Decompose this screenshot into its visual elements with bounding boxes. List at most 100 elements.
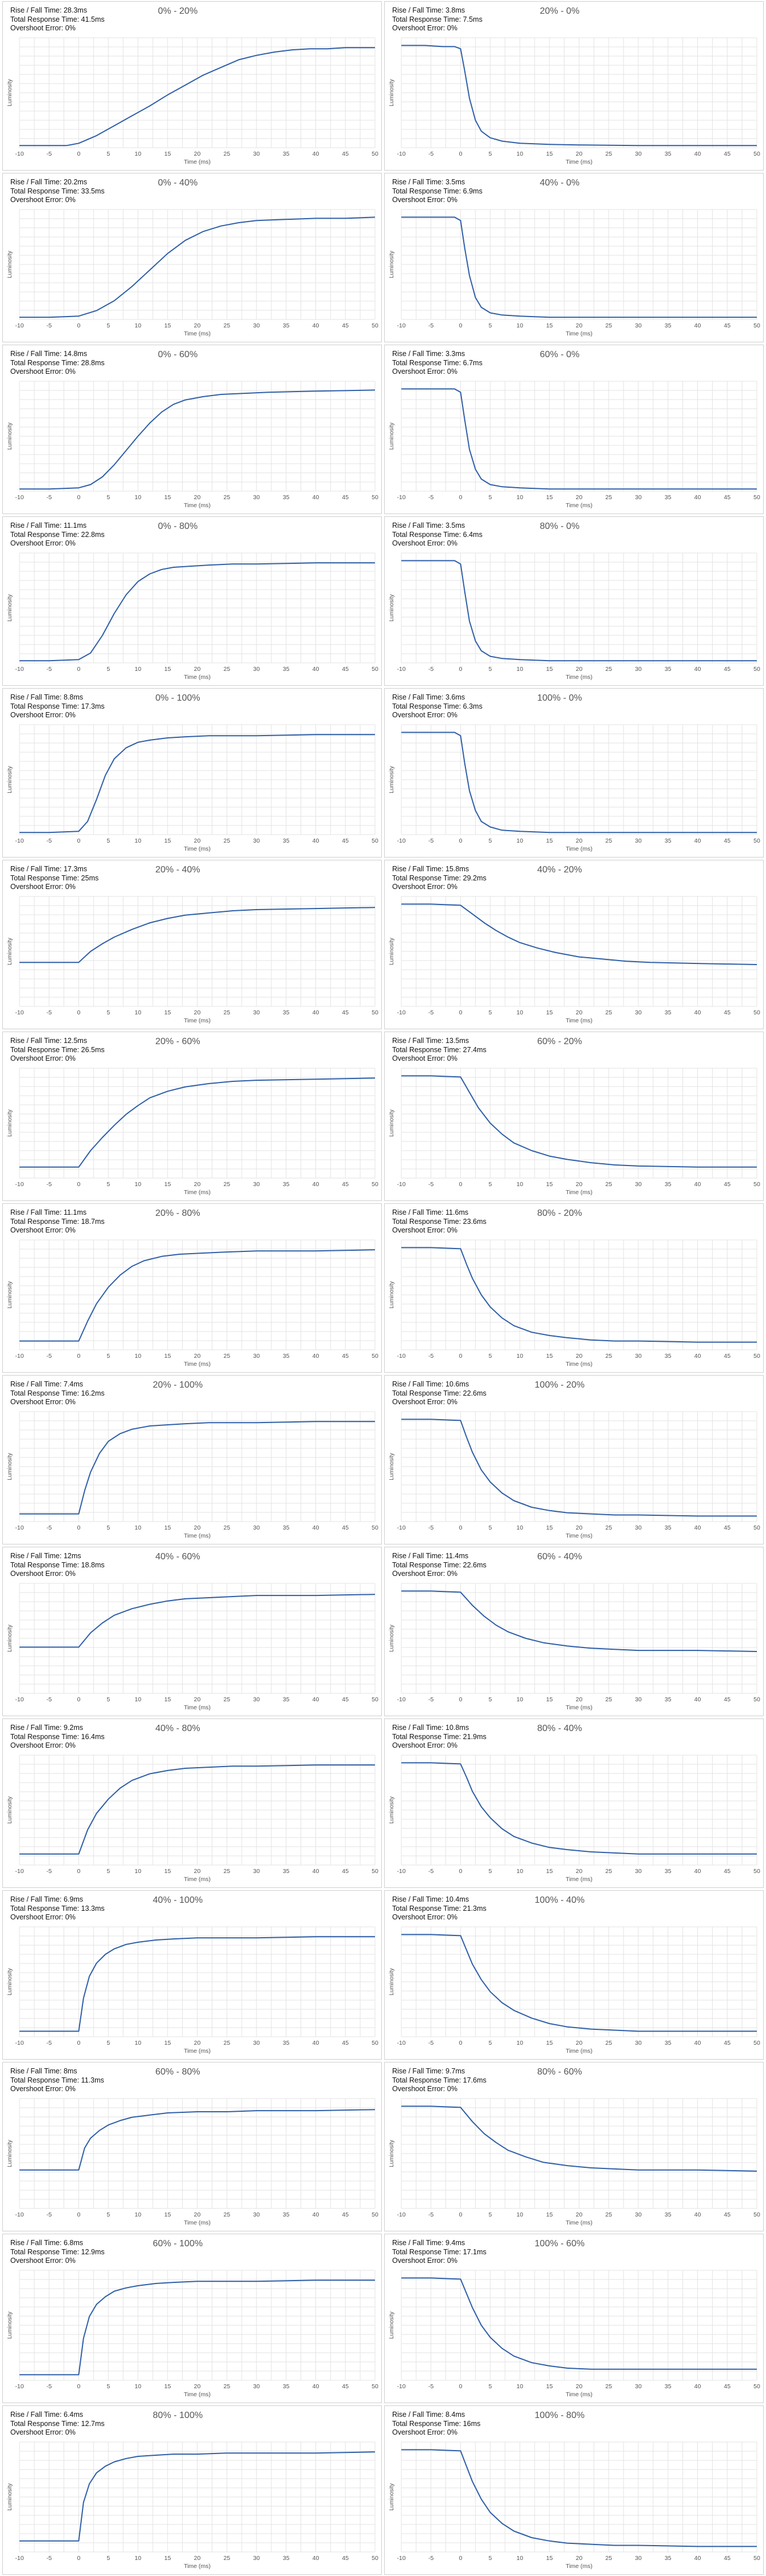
x-tick-label: 5 bbox=[106, 1524, 110, 1531]
x-axis-label: Time (ms) bbox=[566, 330, 593, 337]
x-tick-label: 5 bbox=[106, 837, 110, 844]
x-tick-label: 50 bbox=[372, 1696, 378, 1703]
x-tick-label: -5 bbox=[428, 322, 433, 329]
chart-frame bbox=[384, 1890, 764, 2060]
x-tick-label: 35 bbox=[665, 1696, 672, 1703]
response-stats: Rise / Fall Time: 8.8ms Total Response Ti… bbox=[10, 693, 105, 720]
x-tick-label: -5 bbox=[46, 1868, 52, 1875]
x-tick-label: 0 bbox=[459, 666, 463, 673]
x-tick-label: 10 bbox=[516, 494, 523, 501]
y-axis-label: Luminosity bbox=[7, 2140, 13, 2167]
x-tick-label: 5 bbox=[106, 1009, 110, 1016]
x-tick-label: 20 bbox=[576, 151, 583, 157]
x-tick-label: 15 bbox=[546, 837, 553, 844]
x-tick-label: 20 bbox=[194, 1353, 201, 1360]
stat-line: Total Response Time: 23.6ms bbox=[392, 1217, 487, 1226]
x-tick-label: -5 bbox=[428, 151, 433, 157]
x-tick-label: 50 bbox=[372, 494, 378, 501]
stat-line: Overshoot Error: 0% bbox=[10, 2428, 76, 2436]
x-tick-label: 40 bbox=[313, 2555, 319, 2562]
x-tick-label: 45 bbox=[342, 2383, 349, 2390]
x-tick-label: 5 bbox=[106, 2211, 110, 2218]
x-tick-label: 50 bbox=[372, 2555, 378, 2562]
x-tick-label: -10 bbox=[15, 2211, 23, 2218]
x-tick-label: -5 bbox=[428, 2383, 433, 2390]
chart-panel: Rise / Fall Time: 11.6ms Total Response T… bbox=[384, 1203, 764, 1373]
x-tick-label: 5 bbox=[488, 1868, 492, 1875]
x-tick-label: 15 bbox=[164, 2211, 171, 2218]
x-tick-label: -10 bbox=[15, 1868, 23, 1875]
x-tick-label: 15 bbox=[164, 2040, 171, 2046]
response-stats: Rise / Fall Time: 12.5ms Total Response T… bbox=[10, 1037, 105, 1064]
x-tick-label: 20 bbox=[576, 837, 583, 844]
luminosity-series-line bbox=[19, 389, 376, 490]
chart-panel: Rise / Fall Time: 8.4ms Total Response Ti… bbox=[384, 2405, 764, 2575]
y-axis-label: Luminosity bbox=[7, 1625, 13, 1652]
x-tick-label: 15 bbox=[164, 837, 171, 844]
chart-frame bbox=[2, 516, 382, 686]
chart-panel: Rise / Fall Time: 15.8ms Total Response T… bbox=[384, 860, 764, 1029]
stat-line: Total Response Time: 17.1ms bbox=[392, 2247, 487, 2256]
plot-area: -10 -5 0 5 10 15 20 25 30 35 40 45 50 Time (ms) Lumino… bbox=[7, 2270, 378, 2398]
stat-line: Rise / Fall Time: 6.8ms bbox=[10, 2239, 84, 2247]
chart-frame bbox=[2, 688, 382, 858]
stat-line: Overshoot Error: 0% bbox=[10, 196, 76, 204]
stat-line: Total Response Time: 25ms bbox=[10, 874, 99, 882]
stat-line: Total Response Time: 28.8ms bbox=[10, 358, 105, 367]
chart-frame bbox=[384, 1, 764, 171]
x-tick-label: 25 bbox=[223, 1696, 230, 1703]
chart-frame bbox=[2, 1890, 382, 2060]
y-axis-label: Luminosity bbox=[389, 2140, 395, 2167]
stat-line: Overshoot Error: 0% bbox=[392, 1226, 457, 1234]
x-tick-label: 25 bbox=[605, 1868, 612, 1875]
x-tick-label: -10 bbox=[15, 2555, 23, 2562]
chart-frame bbox=[384, 516, 764, 686]
response-stats: Rise / Fall Time: 9.7ms Total Response Ti… bbox=[392, 2067, 487, 2094]
stat-line: Overshoot Error: 0% bbox=[392, 2257, 457, 2265]
x-tick-label: 0 bbox=[77, 837, 81, 844]
stat-line: Rise / Fall Time: 11.4ms bbox=[392, 1552, 469, 1560]
x-tick-label: -10 bbox=[15, 322, 23, 329]
x-tick-label: 45 bbox=[342, 322, 349, 329]
x-tick-label: 40 bbox=[694, 2555, 701, 2562]
y-axis-label: Luminosity bbox=[389, 1968, 395, 1996]
x-tick-label: 30 bbox=[635, 2383, 642, 2390]
chart-panel: Rise / Fall Time: 9.2ms Total Response Ti… bbox=[2, 1718, 382, 1888]
chart-title: 80% - 100% bbox=[152, 2411, 203, 2420]
stat-line: Rise / Fall Time: 7.4ms bbox=[10, 1380, 84, 1388]
x-tick-label: 15 bbox=[164, 494, 171, 501]
luminosity-series-line bbox=[401, 1762, 757, 1855]
x-tick-label: 5 bbox=[106, 151, 110, 157]
x-tick-label: 5 bbox=[488, 1353, 492, 1360]
x-tick-label: 50 bbox=[372, 1868, 378, 1875]
x-tick-label: 10 bbox=[135, 1181, 141, 1188]
x-tick-label: 30 bbox=[635, 494, 642, 501]
x-tick-label: 10 bbox=[516, 1009, 523, 1016]
x-axis-label: Time (ms) bbox=[184, 2048, 211, 2055]
x-tick-label: 15 bbox=[164, 1181, 171, 1188]
x-tick-label: 35 bbox=[665, 1181, 672, 1188]
plot-area: -10 -5 0 5 10 15 20 25 30 35 40 45 50 Time (ms) Lumino… bbox=[7, 1583, 378, 1711]
stat-line: Overshoot Error: 0% bbox=[10, 368, 76, 376]
luminosity-series-line bbox=[401, 45, 757, 147]
x-axis-label: Time (ms) bbox=[566, 159, 593, 165]
x-tick-label: 50 bbox=[753, 666, 760, 673]
luminosity-series-line bbox=[19, 562, 375, 662]
x-tick-label: 15 bbox=[546, 2040, 553, 2046]
x-tick-label: -5 bbox=[46, 151, 52, 157]
x-tick-label: -10 bbox=[397, 1696, 405, 1703]
plot-area: -10 -5 0 5 10 15 20 25 30 35 40 45 50 Time (ms) Lumino… bbox=[389, 1755, 760, 1883]
x-axis-label: Time (ms) bbox=[566, 674, 593, 681]
x-tick-label: -10 bbox=[397, 837, 405, 844]
x-tick-label: 15 bbox=[546, 151, 553, 157]
x-tick-label: 40 bbox=[694, 1696, 701, 1703]
stat-line: Overshoot Error: 0% bbox=[392, 1054, 457, 1062]
x-tick-label: 45 bbox=[724, 1696, 731, 1703]
x-tick-label: 20 bbox=[576, 1009, 583, 1016]
plot-area: -10 -5 0 5 10 15 20 25 30 35 40 45 50 Time (ms) Lumino… bbox=[7, 2441, 378, 2570]
stat-line: Total Response Time: 6.3ms bbox=[392, 702, 483, 710]
stat-line: Overshoot Error: 0% bbox=[392, 539, 457, 547]
luminosity-series-line bbox=[19, 2451, 376, 2542]
response-stats: Rise / Fall Time: 8ms Total Response Time… bbox=[10, 2067, 104, 2094]
x-tick-label: 50 bbox=[372, 1353, 378, 1360]
